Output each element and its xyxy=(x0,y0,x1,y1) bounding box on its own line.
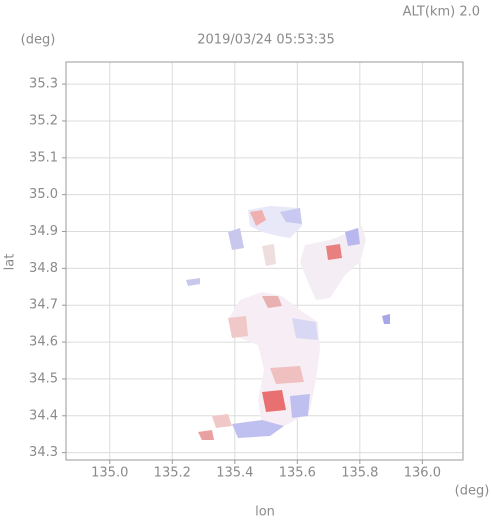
x-tick-label: 135.4 xyxy=(216,466,253,481)
y-tick-label: 34.9 xyxy=(29,224,58,239)
echo-patch xyxy=(290,394,310,418)
echo-patch xyxy=(212,414,232,428)
echo-patch xyxy=(186,278,200,286)
y-unit: (deg) xyxy=(21,33,56,48)
y-tick-label: 34.6 xyxy=(29,335,58,350)
echo-patch xyxy=(382,314,390,324)
y-tick-label: 35.3 xyxy=(29,77,58,92)
altitude-label: ALT(km) 2.0 xyxy=(403,5,480,20)
x-tick-label: 135.8 xyxy=(341,466,378,481)
echo-patch xyxy=(345,228,360,246)
x-tick-label: 135.6 xyxy=(279,466,316,481)
y-tick-label: 34.8 xyxy=(29,261,58,276)
echo-patch xyxy=(232,420,284,438)
echo-patch xyxy=(198,430,214,440)
echo-patch xyxy=(292,318,318,340)
plot-frame xyxy=(65,61,464,461)
echo-patch xyxy=(262,244,276,266)
y-tick-label: 34.3 xyxy=(29,445,58,460)
x-unit: (deg) xyxy=(455,484,490,499)
chart-title: 2019/03/24 05:53:35 xyxy=(197,33,334,48)
y-tick-label: 35.2 xyxy=(29,113,58,128)
echo-patch xyxy=(280,208,302,224)
y-tick-label: 34.7 xyxy=(29,298,58,313)
echo-patch xyxy=(262,296,282,308)
radar-echo xyxy=(186,206,390,440)
echo-patch xyxy=(250,210,266,226)
x-tick-label: 135.0 xyxy=(91,466,128,481)
x-axis-label: lon xyxy=(255,505,275,520)
echo-patch xyxy=(326,244,342,260)
y-axis-label: lat xyxy=(3,254,18,271)
echo-patch xyxy=(228,316,248,338)
y-tick-label: 34.5 xyxy=(29,371,58,386)
y-tick-label: 34.4 xyxy=(29,408,58,423)
echo-patch xyxy=(262,390,286,412)
y-tick-label: 35.0 xyxy=(29,187,58,202)
echo-patch xyxy=(270,366,304,384)
x-tick-label: 136.0 xyxy=(404,466,441,481)
echo-patch xyxy=(228,228,244,250)
y-tick-label: 35.1 xyxy=(29,150,58,165)
x-tick-label: 135.2 xyxy=(154,466,191,481)
